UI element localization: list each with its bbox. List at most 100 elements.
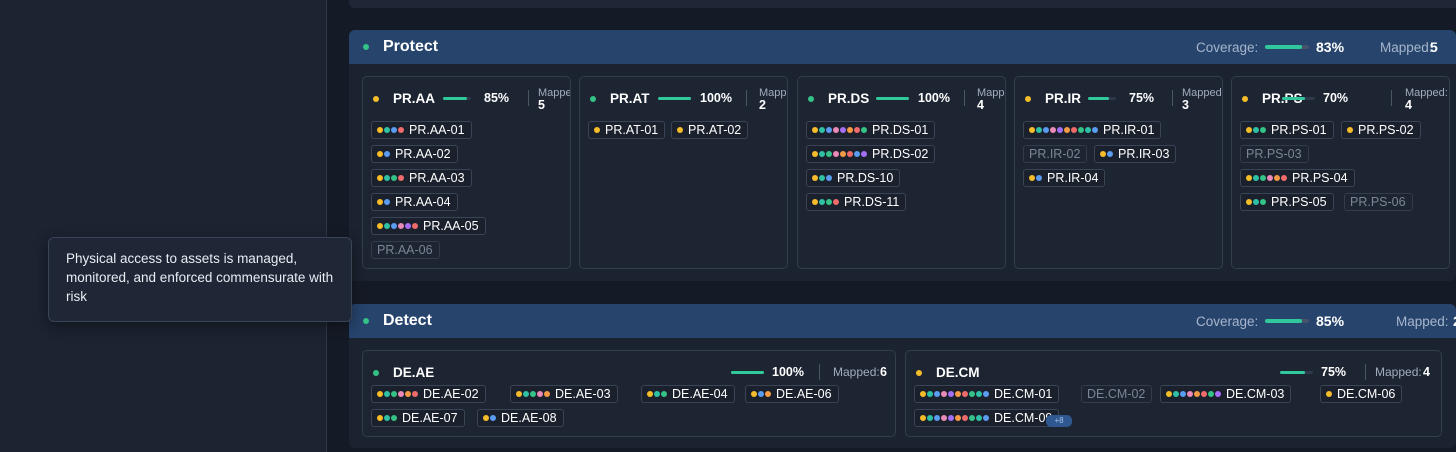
mapping-dot bbox=[398, 175, 404, 181]
category-coverage-bar bbox=[1280, 371, 1313, 374]
subcategory-id: PR.AA-03 bbox=[409, 171, 465, 185]
status-dot bbox=[1025, 96, 1031, 102]
mapping-dot bbox=[812, 175, 818, 181]
subcategory-chip[interactable]: PR.PS-06 bbox=[1344, 193, 1413, 211]
subcategory-chip[interactable]: PR.DS-10 bbox=[806, 169, 901, 187]
mapping-dot bbox=[384, 223, 390, 229]
subcategory-chip[interactable]: DE.AE-02 bbox=[371, 385, 486, 403]
divider bbox=[1391, 90, 1392, 106]
divider bbox=[964, 90, 965, 106]
subcategory-chip[interactable]: PR.IR-02 bbox=[1023, 145, 1088, 163]
mapping-dot bbox=[1253, 175, 1259, 181]
subcategory-id: PR.DS-11 bbox=[844, 195, 900, 209]
mapping-dot bbox=[384, 391, 390, 397]
divider bbox=[1172, 90, 1173, 106]
status-dot bbox=[363, 318, 369, 324]
mapping-dot bbox=[523, 391, 529, 397]
subcategory-chip[interactable]: PR.PS-04 bbox=[1240, 169, 1355, 187]
mapping-dots bbox=[1029, 175, 1043, 181]
subcategory-chip[interactable]: PR.DS-01 bbox=[806, 121, 936, 139]
subcategory-chip[interactable]: PR.AA-01 bbox=[371, 121, 472, 139]
subcategory-id: DE.AE-08 bbox=[501, 411, 557, 425]
subcategory-chip[interactable]: PR.AA-04 bbox=[371, 193, 458, 211]
mapping-dot bbox=[1173, 391, 1179, 397]
subcategory-chip[interactable]: DE.AE-04 bbox=[641, 385, 735, 403]
mapping-dot bbox=[941, 415, 947, 421]
function-header[interactable]: Protect Coverage: 83% Mapped: 5 bbox=[349, 30, 1456, 64]
subcategory-chip[interactable]: DE.CM-02 bbox=[1081, 385, 1153, 403]
subcategory-chip[interactable]: PR.IR-04 bbox=[1023, 169, 1106, 187]
subcategory-id: DE.CM-02 bbox=[1087, 387, 1146, 401]
subcategory-chip[interactable]: PR.PS-03 bbox=[1240, 145, 1309, 163]
category-coverage-bar bbox=[876, 97, 909, 100]
subcategory-chip[interactable]: PR.AT-01 bbox=[588, 121, 666, 139]
subcategory-id: PR.DS-01 bbox=[872, 123, 929, 137]
subcategory-chip[interactable]: PR.PS-02 bbox=[1341, 121, 1421, 139]
subcategory-chip[interactable]: DE.AE-06 bbox=[745, 385, 839, 403]
subcategory-id: PR.IR-02 bbox=[1029, 147, 1081, 161]
subcategory-chip[interactable]: DE.CM-09 bbox=[914, 409, 1060, 427]
mapping-dot bbox=[1260, 199, 1266, 205]
mapping-dot bbox=[1050, 127, 1056, 133]
mapping-dots bbox=[1246, 127, 1267, 133]
divider bbox=[746, 90, 747, 106]
subcategory-id: DE.AE-04 bbox=[672, 387, 728, 401]
mapping-dots bbox=[677, 127, 684, 133]
status-dot bbox=[808, 96, 814, 102]
mapping-dots bbox=[377, 199, 391, 205]
subcategory-chip[interactable]: PR.IR-01 bbox=[1023, 121, 1162, 139]
subcategory-chip[interactable]: PR.DS-02 bbox=[806, 145, 936, 163]
previous-function-block bbox=[349, 0, 1456, 8]
mapping-dot bbox=[983, 415, 989, 421]
subcategory-chip[interactable]: PR.AA-06 bbox=[371, 241, 440, 259]
mapping-dot bbox=[1166, 391, 1172, 397]
mapped-value: 5 bbox=[1430, 39, 1438, 55]
subcategory-chip[interactable]: DE.CM-01 bbox=[914, 385, 1060, 403]
mapping-dot bbox=[969, 415, 975, 421]
mapping-dot bbox=[861, 127, 867, 133]
mapping-dot bbox=[1201, 391, 1207, 397]
subcategory-chip[interactable]: PR.DS-11 bbox=[806, 193, 907, 211]
subcategory-chip[interactable]: DE.AE-07 bbox=[371, 409, 465, 427]
status-dot bbox=[916, 370, 922, 376]
mapping-dot bbox=[920, 391, 926, 397]
coverage-bar bbox=[1265, 45, 1309, 49]
subcategory-chip[interactable]: PR.AA-05 bbox=[371, 217, 486, 235]
subcategory-chip[interactable]: PR.PS-05 bbox=[1240, 193, 1334, 211]
subcategory-chip[interactable]: PR.AT-02 bbox=[671, 121, 749, 139]
divider bbox=[1365, 364, 1366, 380]
mapping-dot bbox=[391, 175, 397, 181]
mapping-dot bbox=[819, 151, 825, 157]
mapping-dot bbox=[377, 127, 383, 133]
mapping-dot bbox=[1215, 391, 1221, 397]
category-name: PR.AA bbox=[393, 91, 436, 106]
mapping-dot bbox=[983, 391, 989, 397]
mapping-dot bbox=[1078, 127, 1084, 133]
subcategory-id: PR.PS-05 bbox=[1271, 195, 1327, 209]
mapping-dot bbox=[398, 127, 404, 133]
mapping-dot bbox=[391, 127, 397, 133]
coverage-value: 83% bbox=[1316, 39, 1345, 55]
mapping-dot bbox=[1029, 175, 1035, 181]
subcategory-id: PR.PS-03 bbox=[1246, 147, 1302, 161]
subcategory-chip[interactable]: PR.PS-01 bbox=[1240, 121, 1334, 139]
subcategory-chip[interactable]: DE.CM-06 bbox=[1320, 385, 1403, 403]
mapping-dot bbox=[976, 415, 982, 421]
category-card[interactable]: PR.AT 100% Mapped:2 bbox=[579, 76, 788, 269]
subcategory-chip[interactable]: DE.AE-03 bbox=[510, 385, 618, 403]
mapping-dot bbox=[920, 415, 926, 421]
mapping-dots bbox=[377, 223, 419, 229]
mapping-dot bbox=[941, 391, 947, 397]
mapping-dot bbox=[1043, 127, 1049, 133]
subcategory-chip[interactable]: PR.AA-02 bbox=[371, 145, 458, 163]
mapped-label: Mapped: bbox=[977, 87, 1005, 99]
subcategory-chip[interactable]: DE.CM-03 bbox=[1160, 385, 1292, 403]
subcategory-chip[interactable]: PR.AA-03 bbox=[371, 169, 472, 187]
subcategory-chip[interactable]: DE.AE-08 bbox=[477, 409, 564, 427]
subcategory-chip[interactable]: PR.IR-03 bbox=[1094, 145, 1177, 163]
mapping-dot bbox=[398, 223, 404, 229]
mapping-dot bbox=[391, 223, 397, 229]
category-name: PR.IR bbox=[1045, 91, 1082, 106]
mapping-dots bbox=[377, 127, 405, 133]
function-header[interactable]: Detect Coverage: 85% Mapped: 2 bbox=[349, 304, 1456, 338]
